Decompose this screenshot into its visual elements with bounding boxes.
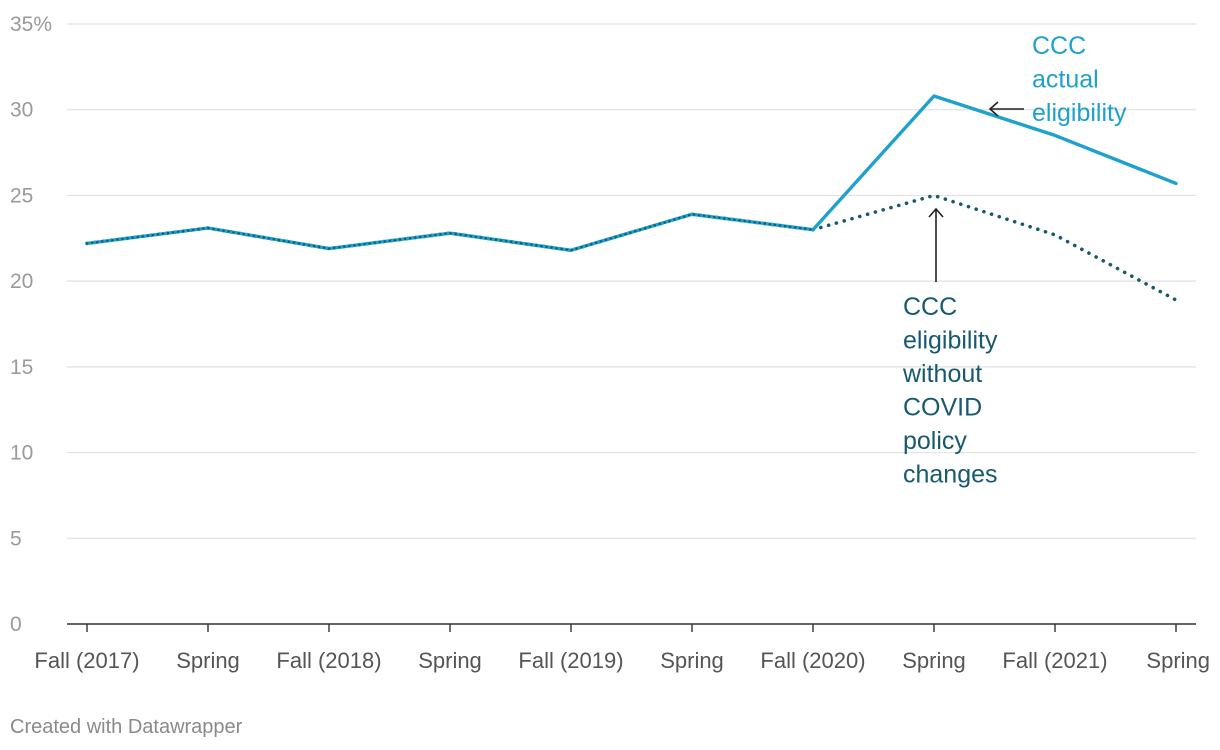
x-tick-label: Spring	[1146, 648, 1210, 673]
x-tick-label: Fall (2017)	[34, 648, 139, 673]
annotation-line: eligibility	[1032, 99, 1127, 127]
y-tick-label: 35%	[10, 13, 52, 36]
x-tick-label: Fall (2019)	[518, 648, 623, 673]
x-tick-label: Fall (2021)	[1002, 648, 1107, 673]
y-tick-label: 0	[10, 613, 22, 636]
annotation-line: eligibility	[903, 327, 998, 355]
annotation-line: policy	[903, 427, 967, 455]
arrow-actual-head	[988, 101, 999, 117]
y-tick-label: 20	[10, 270, 33, 293]
y-tick-label: 15	[10, 356, 33, 379]
y-tick-label: 30	[10, 99, 33, 122]
y-axis-ticks: 0 5 10 15 20 25 30 35%	[10, 13, 52, 636]
credit-text: Created with Datawrapper	[10, 716, 243, 738]
x-tick-label: Spring	[418, 648, 482, 673]
series-lines	[85, 94, 1178, 302]
x-tick-label: Spring	[902, 648, 966, 673]
x-axis: Fall (2017) Spring Fall (2018) Spring Fall (…	[34, 623, 1210, 673]
annotation-without-covid: CCC eligibility without COVID policy changes	[902, 293, 998, 489]
y-tick-label: 25	[10, 184, 33, 207]
x-tick-label: Fall (2018)	[276, 648, 381, 673]
x-tick-label: Spring	[660, 648, 724, 673]
annotation-line: CCC	[903, 293, 957, 321]
series-line-actual-eligibility	[85, 94, 1178, 252]
annotation-line: CCC	[1032, 32, 1086, 60]
arrow-covid-head	[928, 207, 944, 218]
annotation-line: actual	[1032, 66, 1099, 94]
annotations: CCC actual eligibility CCC eligibility witho…	[902, 32, 1127, 489]
y-tick-label: 10	[10, 442, 33, 465]
x-tick-label: Spring	[176, 648, 240, 673]
y-tick-label: 5	[10, 527, 22, 550]
gridlines	[67, 23, 1196, 539]
annotation-line: without	[902, 360, 982, 388]
annotation-line: changes	[903, 461, 998, 489]
x-tick-label: Fall (2020)	[760, 648, 865, 673]
series-line-without-covid	[85, 193, 1178, 302]
annotation-actual-eligibility: CCC actual eligibility	[1032, 32, 1127, 127]
annotation-line: COVID	[903, 394, 982, 422]
shared-dotted-overlay	[85, 213, 815, 252]
